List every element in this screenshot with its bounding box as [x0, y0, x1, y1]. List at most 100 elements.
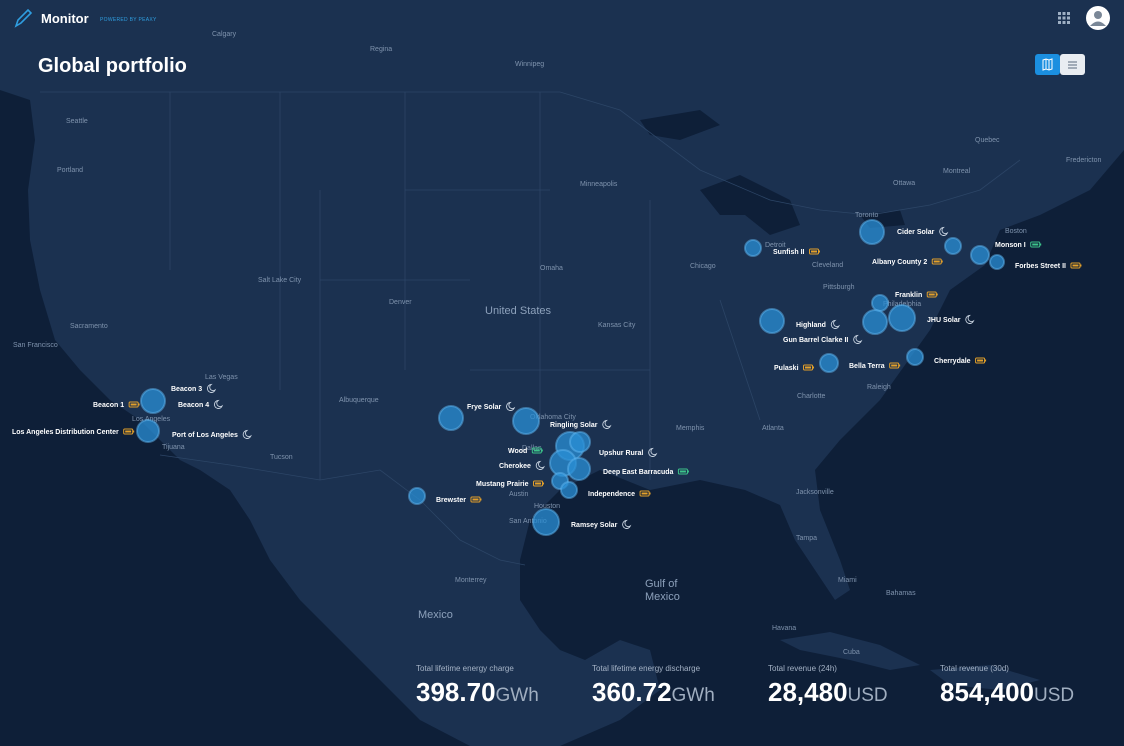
battery-fill [472, 498, 479, 501]
site-bubble [408, 487, 426, 505]
battery-tip [812, 366, 815, 369]
land-cuba [780, 632, 920, 670]
site-bubble [759, 308, 785, 334]
site[interactable]: Albany County 2 [872, 258, 943, 266]
night-icon [535, 460, 545, 470]
site-bubble [140, 388, 166, 414]
site[interactable]: Ringling Solar [550, 419, 612, 430]
site-label: Sunfish II [773, 249, 805, 256]
user-avatar[interactable] [1086, 6, 1110, 30]
night-icon [648, 447, 658, 457]
site-label: Beacon 1 [93, 402, 124, 409]
battery-fill [533, 449, 540, 452]
map-label: Havana [772, 625, 796, 632]
site-label: Cider Solar [897, 229, 935, 236]
map-label: Ottawa [893, 180, 915, 187]
site-bubble [512, 407, 540, 435]
battery-tip [936, 293, 938, 296]
site-label: Ramsey Solar [571, 522, 618, 529]
site[interactable]: Los Angeles Distribution Center [12, 428, 135, 436]
site[interactable]: Port of Los Angeles [172, 429, 252, 440]
site-bubble [438, 405, 464, 431]
site-label: Port of Los Angeles [172, 432, 238, 439]
site[interactable]: Wood [508, 447, 543, 455]
map-label: Pittsburgh [823, 284, 855, 291]
map-label: Detroit [765, 242, 786, 249]
site[interactable]: Monson I [995, 241, 1042, 249]
site[interactable]: Brewster [436, 496, 482, 504]
map-label: Gulf of [645, 578, 678, 590]
map-label: Salt Lake City [258, 277, 302, 284]
border-states [169, 92, 761, 480]
battery-tip [132, 430, 135, 433]
site[interactable]: JHU Solar [927, 314, 975, 325]
site[interactable]: Independence [588, 490, 651, 498]
site-bubble [970, 245, 990, 265]
map-labels: Calgary Regina Winnipeg Seattle Portland Sacr… [13, 31, 1102, 656]
site[interactable]: Cherrydale [934, 357, 987, 365]
site[interactable]: Cider Solar [897, 226, 949, 237]
map-label: Regina [370, 46, 392, 53]
site[interactable]: Mustang Prairie [476, 480, 545, 488]
map-label: Jacksonville [796, 489, 834, 496]
site-bubble [944, 237, 962, 255]
site-bubble [862, 309, 888, 335]
stat-unit: GWh [671, 685, 715, 706]
map-label: Boston [1005, 228, 1027, 235]
map-label: Tucson [270, 454, 293, 461]
map-label: Toronto [855, 212, 878, 219]
map-label: San Antonio [509, 518, 547, 525]
stat-label: Total lifetime energy discharge [592, 664, 701, 673]
map-label: Mexico [418, 609, 453, 621]
night-icon [506, 401, 516, 411]
map-view-button[interactable] [1035, 54, 1060, 75]
stat-unit: GWh [495, 685, 539, 706]
edit-icon[interactable] [12, 7, 34, 29]
list-view-button[interactable] [1060, 54, 1085, 75]
map-label: Monterrey [455, 577, 487, 584]
map-label: Seattle [66, 118, 88, 125]
map-label: Memphis [676, 425, 705, 432]
map-icon [1042, 58, 1053, 71]
site-label: Brewster [436, 497, 466, 504]
site[interactable]: Sunfish II [773, 248, 820, 256]
site-bubble [744, 239, 762, 257]
site-bubble [136, 419, 160, 443]
site[interactable]: Upshur Rural [599, 447, 658, 458]
site-bubble [569, 431, 591, 453]
site[interactable]: Beacon 1 [93, 401, 140, 409]
map-label: Denver [389, 299, 412, 306]
site[interactable]: Beacon 4 [178, 399, 224, 410]
site-bubble [560, 481, 578, 499]
site[interactable]: Deep East Barracuda [603, 468, 689, 476]
stat-value-row: 398.70GWh [416, 677, 539, 708]
site[interactable]: Pulaski [774, 364, 815, 372]
map-label: Chicago [690, 263, 716, 270]
battery-fill [535, 482, 542, 485]
night-icon [602, 419, 612, 429]
map-label: Houston [534, 503, 560, 510]
site[interactable]: Forbes Street II [1015, 262, 1082, 270]
site[interactable]: Gun Barrel Clarke II [783, 334, 863, 345]
site[interactable]: Franklin [895, 291, 938, 299]
site[interactable]: Beacon 3 [171, 383, 217, 394]
site[interactable]: Bella Terra [849, 362, 901, 370]
sites: Beacon 3 Beacon 1 Beacon 4 Los Angeles Dist… [12, 219, 1082, 536]
site[interactable]: Highland [796, 319, 840, 330]
night-icon [213, 399, 224, 409]
border-canada [40, 91, 1021, 216]
night-icon [242, 429, 252, 439]
apps-icon[interactable] [1057, 11, 1071, 25]
land-island [930, 665, 1040, 690]
site[interactable]: Ramsey Solar [571, 519, 632, 530]
battery-fill [641, 492, 648, 495]
map-label: Cuba [843, 649, 860, 656]
battery-fill [977, 359, 984, 362]
stat: Total lifetime energy charge 398.70GWh [416, 664, 539, 708]
map-label: Mexico [645, 591, 680, 603]
site[interactable]: Frye Solar [467, 401, 516, 412]
site[interactable]: Cherokee [499, 460, 545, 471]
site-label: Highland [796, 322, 826, 329]
map-label: Las Vegas [205, 374, 238, 381]
